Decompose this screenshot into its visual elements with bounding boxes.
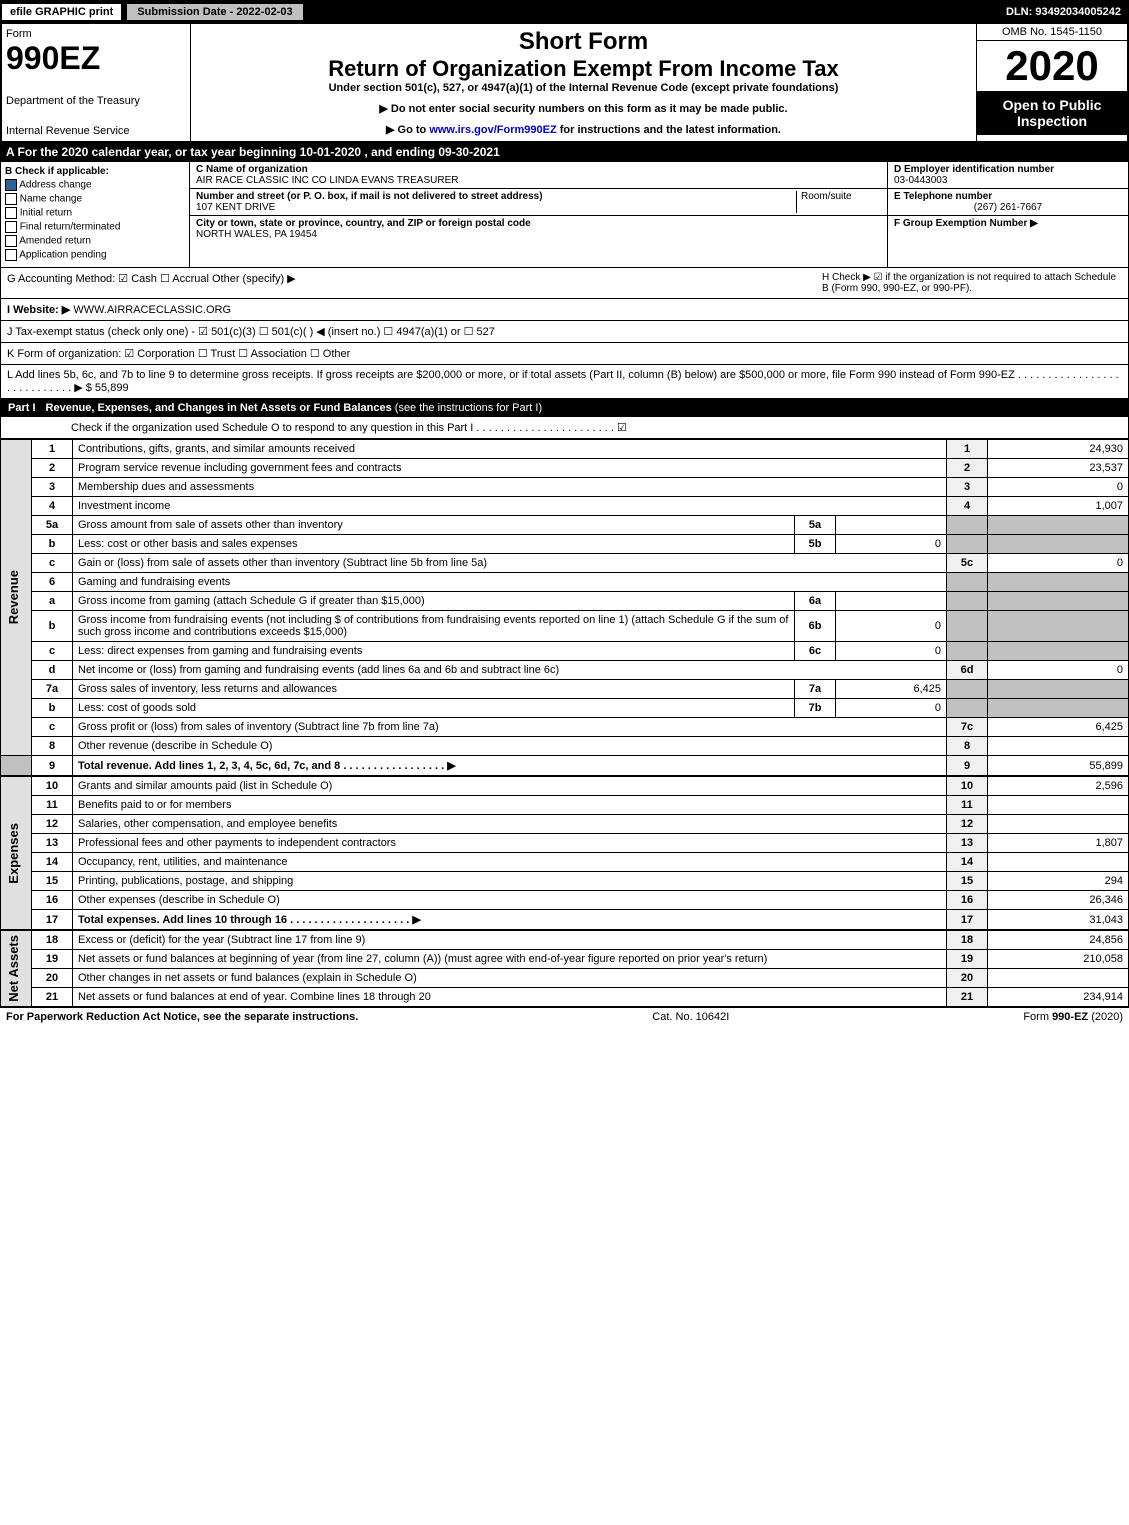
- top-bar: efile GRAPHIC print Submission Date - 20…: [0, 0, 1129, 24]
- dept-irs: Internal Revenue Service: [6, 125, 186, 137]
- expenses-table: Expenses 10 Grants and similar amounts p…: [0, 776, 1129, 930]
- goto-note: ▶ Go to www.irs.gov/Form990EZ for instru…: [195, 123, 972, 136]
- line-i: I Website: ▶ WWW.AIRRACECLASSIC.ORG: [0, 299, 1129, 321]
- block-def: D Employer identification number 03-0443…: [887, 162, 1128, 267]
- revenue-table: Revenue 1 Contributions, gifts, grants, …: [0, 439, 1129, 776]
- line-k: K Form of organization: ☑ Corporation ☐ …: [0, 343, 1129, 365]
- group-exemption-label: F Group Exemption Number ▶: [894, 218, 1122, 229]
- line-6: 6 Gaming and fundraising events: [1, 573, 1129, 592]
- side-revenue: Revenue: [6, 570, 21, 624]
- return-title: Return of Organization Exempt From Incom…: [195, 56, 972, 82]
- street-value: 107 KENT DRIVE: [196, 202, 275, 213]
- line-g: G Accounting Method: ☑ Cash ☐ Accrual Ot…: [7, 272, 812, 294]
- line-6b: b Gross income from fundraising events (…: [1, 611, 1129, 642]
- city-value: NORTH WALES, PA 19454: [196, 229, 317, 240]
- part1-check: Check if the organization used Schedule …: [0, 417, 1129, 439]
- line-9: 9 Total revenue. Add lines 1, 2, 3, 4, 5…: [1, 756, 1129, 776]
- dept-treasury: Department of the Treasury: [6, 95, 186, 107]
- line-10: Expenses 10 Grants and similar amounts p…: [1, 777, 1129, 796]
- line-13: 13Professional fees and other payments t…: [1, 834, 1129, 853]
- check-name-change[interactable]: Name change: [5, 193, 185, 205]
- line-20: 20Other changes in net assets or fund ba…: [1, 969, 1129, 988]
- line-h: H Check ▶ ☑ if the organization is not r…: [812, 272, 1122, 294]
- line-17: 17Total expenses. Add lines 10 through 1…: [1, 910, 1129, 930]
- check-address-change[interactable]: Address change: [5, 179, 185, 191]
- dln-number: DLN: 93492034005242: [1006, 6, 1129, 18]
- org-block: B Check if applicable: Address change Na…: [0, 161, 1129, 268]
- line-5c: c Gain or (loss) from sale of assets oth…: [1, 554, 1129, 573]
- phone-value: (267) 261-7667: [894, 202, 1122, 213]
- l1-desc: Contributions, gifts, grants, and simila…: [73, 440, 947, 459]
- form-label: Form: [6, 28, 186, 40]
- line-4: 4 Investment income 4 1,007: [1, 497, 1129, 516]
- line-8: 8 Other revenue (describe in Schedule O)…: [1, 737, 1129, 756]
- line-6a: a Gross income from gaming (attach Sched…: [1, 592, 1129, 611]
- line-19: 19Net assets or fund balances at beginni…: [1, 950, 1129, 969]
- side-net-assets: Net Assets: [6, 935, 21, 1002]
- ein-value: 03-0443003: [894, 175, 1122, 186]
- part1-label: Part I: [8, 402, 36, 414]
- line-16: 16Other expenses (describe in Schedule O…: [1, 891, 1129, 910]
- l1-val: 24,930: [988, 440, 1129, 459]
- org-name: AIR RACE CLASSIC INC CO LINDA EVANS TREA…: [196, 175, 881, 186]
- line-2: 2 Program service revenue including gove…: [1, 459, 1129, 478]
- phone-label: E Telephone number: [894, 191, 1122, 202]
- ssn-note: ▶ Do not enter social security numbers o…: [195, 102, 972, 115]
- line-21: 21Net assets or fund balances at end of …: [1, 988, 1129, 1007]
- section-a-tax-year: A For the 2020 calendar year, or tax yea…: [0, 143, 1129, 161]
- line-18: Net Assets 18 Excess or (deficit) for th…: [1, 931, 1129, 950]
- block-b: B Check if applicable: Address change Na…: [1, 162, 190, 267]
- line-15: 15Printing, publications, postage, and s…: [1, 872, 1129, 891]
- check-initial-return[interactable]: Initial return: [5, 207, 185, 219]
- irs-link[interactable]: www.irs.gov/Form990EZ: [429, 124, 556, 136]
- check-final-return[interactable]: Final return/terminated: [5, 221, 185, 233]
- line-6c: c Less: direct expenses from gaming and …: [1, 642, 1129, 661]
- open-inspection: Open to Public Inspection: [977, 91, 1127, 135]
- line-3: 3 Membership dues and assessments 3 0: [1, 478, 1129, 497]
- block-b-title: B Check if applicable:: [5, 166, 185, 177]
- part1-title: Revenue, Expenses, and Changes in Net As…: [46, 402, 543, 414]
- part1-header: Part I Revenue, Expenses, and Changes in…: [0, 399, 1129, 417]
- form-number: 990EZ: [6, 40, 186, 77]
- efile-print-button[interactable]: efile GRAPHIC print: [0, 2, 123, 22]
- under-section: Under section 501(c), 527, or 4947(a)(1)…: [195, 82, 972, 94]
- tax-year: 2020: [977, 41, 1127, 91]
- line-1: Revenue 1 Contributions, gifts, grants, …: [1, 440, 1129, 459]
- line-l: L Add lines 5b, 6c, and 7b to line 9 to …: [0, 365, 1129, 399]
- line-7c: c Gross profit or (loss) from sales of i…: [1, 718, 1129, 737]
- line-5b: b Less: cost or other basis and sales ex…: [1, 535, 1129, 554]
- submission-date: Submission Date - 2022-02-03: [125, 2, 304, 22]
- line-5a: 5a Gross amount from sale of assets othe…: [1, 516, 1129, 535]
- header-right: OMB No. 1545-1150 2020 Open to Public In…: [977, 24, 1127, 141]
- line-7a: 7a Gross sales of inventory, less return…: [1, 680, 1129, 699]
- page-footer: For Paperwork Reduction Act Notice, see …: [0, 1007, 1129, 1026]
- line-12: 12Salaries, other compensation, and empl…: [1, 815, 1129, 834]
- row-gh: G Accounting Method: ☑ Cash ☐ Accrual Ot…: [0, 268, 1129, 299]
- city-label: City or town, state or province, country…: [196, 218, 531, 229]
- form-header: Form 990EZ Department of the Treasury In…: [0, 24, 1129, 143]
- header-left: Form 990EZ Department of the Treasury In…: [2, 24, 191, 141]
- header-mid: Short Form Return of Organization Exempt…: [191, 24, 977, 141]
- line-14: 14Occupancy, rent, utilities, and mainte…: [1, 853, 1129, 872]
- street-label: Number and street (or P. O. box, if mail…: [196, 191, 543, 202]
- line-11: 11Benefits paid to or for members11: [1, 796, 1129, 815]
- line-7b: b Less: cost of goods sold 7b 0: [1, 699, 1129, 718]
- net-assets-table: Net Assets 18 Excess or (deficit) for th…: [0, 930, 1129, 1007]
- block-c: C Name of organization AIR RACE CLASSIC …: [190, 162, 887, 267]
- line-6d: d Net income or (loss) from gaming and f…: [1, 661, 1129, 680]
- footer-formno: Form 990-EZ (2020): [1023, 1011, 1123, 1023]
- omb-number: OMB No. 1545-1150: [977, 24, 1127, 41]
- side-expenses: Expenses: [6, 823, 21, 884]
- footer-paperwork: For Paperwork Reduction Act Notice, see …: [6, 1011, 358, 1023]
- check-application-pending[interactable]: Application pending: [5, 249, 185, 261]
- room-suite-label: Room/suite: [796, 191, 881, 213]
- org-name-label: C Name of organization: [196, 164, 881, 175]
- line-j: J Tax-exempt status (check only one) - ☑…: [0, 321, 1129, 343]
- check-amended-return[interactable]: Amended return: [5, 235, 185, 247]
- short-form-title: Short Form: [195, 28, 972, 56]
- ein-label: D Employer identification number: [894, 164, 1122, 175]
- website-link[interactable]: WWW.AIRRACECLASSIC.ORG: [73, 304, 231, 316]
- footer-catno: Cat. No. 10642I: [358, 1011, 1023, 1023]
